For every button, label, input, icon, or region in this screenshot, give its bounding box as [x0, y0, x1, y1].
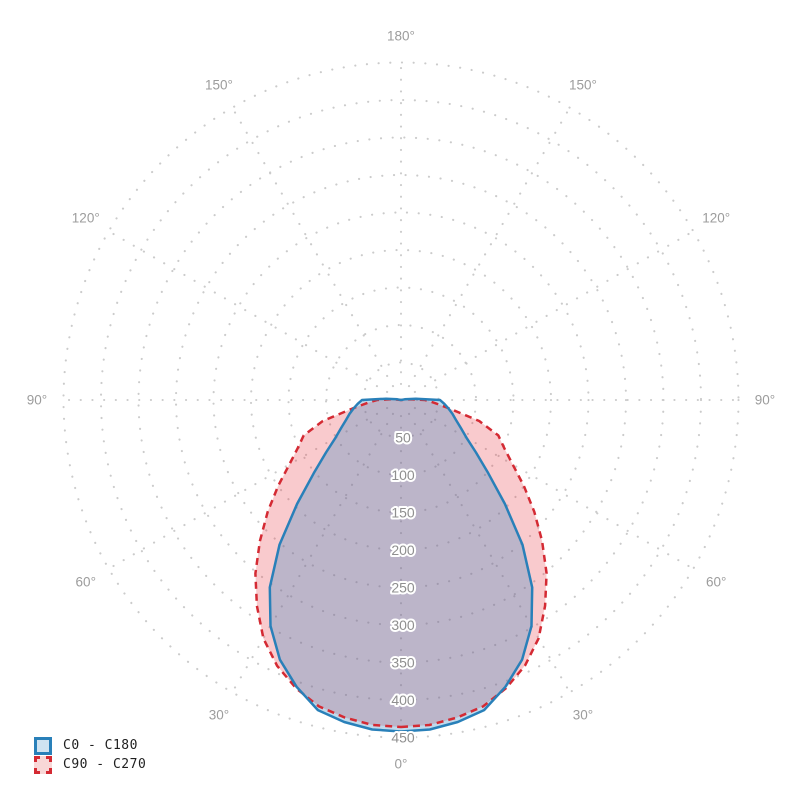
- chart-legend: C0 - C180 C90 - C270: [34, 736, 146, 774]
- angle-tick-label: 30°: [209, 708, 229, 723]
- polar-grid-ring: [174, 173, 628, 627]
- polar-grid-ring: [249, 248, 553, 552]
- radial-tick-label: 300: [391, 617, 415, 633]
- radial-tick-label: 350: [391, 655, 415, 671]
- legend-label-c0-c180: C0 - C180: [63, 738, 138, 753]
- polar-grid-spoke: [107, 230, 389, 394]
- radial-tick-label: 450: [391, 730, 415, 746]
- angle-tick-label: 90°: [27, 393, 47, 408]
- radial-tick-label: 50: [395, 430, 411, 446]
- radial-tick-label: 400: [391, 692, 415, 708]
- series-c90-c270-area: [255, 399, 547, 727]
- angle-tick-label: 150°: [205, 77, 233, 92]
- legend-label-c90-c270: C90 - C270: [63, 757, 147, 772]
- series-c0-c180-area: [269, 398, 533, 732]
- angle-tick-label: 150°: [569, 77, 597, 92]
- legend-swatch-c0-c180: [34, 736, 52, 755]
- series-c0-c180-line: [268, 397, 534, 733]
- angle-tick-label: 60°: [706, 575, 726, 590]
- polar-grid-spoke: [231, 106, 395, 388]
- legend-item-c90-c270: C90 - C270: [34, 755, 146, 774]
- polar-grid-ring: [212, 211, 590, 589]
- angle-tick-label: 60°: [76, 575, 96, 590]
- legend-swatch-c90-c270: [34, 755, 52, 774]
- radial-tick-label: 250: [391, 580, 415, 596]
- angle-tick-label: 0°: [395, 757, 408, 772]
- angle-tick-label: 180°: [387, 29, 415, 44]
- angle-tick-label: 90°: [755, 393, 775, 408]
- polar-grid-spoke: [413, 230, 695, 394]
- polar-grid-ring: [62, 61, 740, 739]
- radial-tick-label: 150: [391, 505, 415, 521]
- radial-tick-label: 100: [391, 467, 415, 483]
- polar-grid-spoke: [407, 106, 571, 388]
- legend-item-c0-c180: C0 - C180: [34, 736, 146, 755]
- angle-tick-label: 120°: [72, 211, 100, 226]
- angle-tick-label: 30°: [573, 708, 593, 723]
- radial-tick-label: 200: [391, 542, 415, 558]
- polar-grid-ring: [99, 98, 703, 702]
- polar-grid-ring: [287, 286, 515, 514]
- angle-tick-label: 120°: [702, 211, 730, 226]
